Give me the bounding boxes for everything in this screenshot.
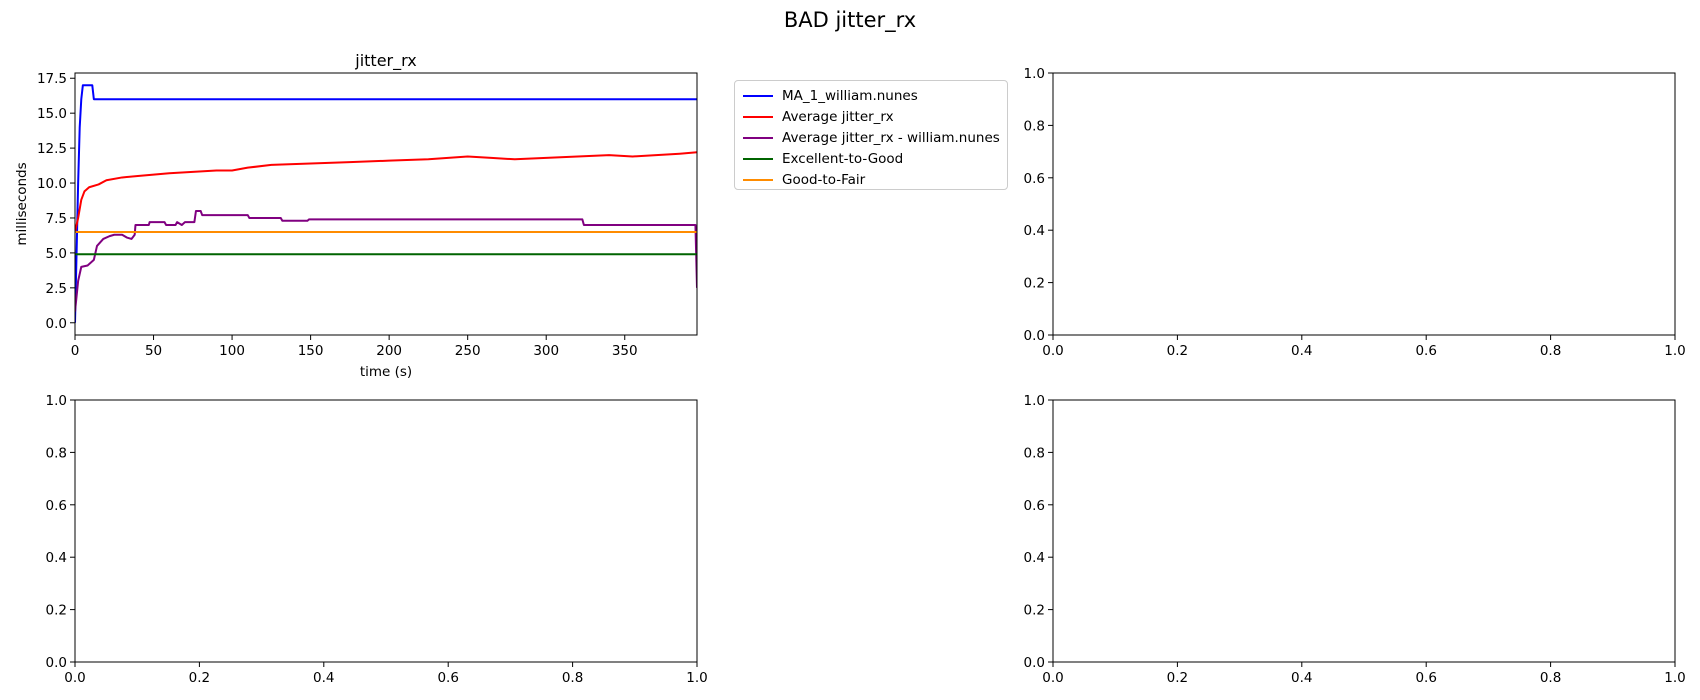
legend-label: MA_1_william.nunes <box>782 87 918 104</box>
y-axis-label: milliseconds <box>14 162 30 245</box>
x-tick-label: 350 <box>612 343 638 359</box>
legend-swatch <box>743 94 773 97</box>
legend-entry: Average jitter_rx - william.nunes <box>741 127 1007 148</box>
legend-label: Average jitter_rx - william.nunes <box>782 129 1000 146</box>
y-tick-label: 17.5 <box>37 71 67 87</box>
x-tick-label: 1.0 <box>1664 343 1685 359</box>
x-tick-label: 0 <box>71 343 80 359</box>
y-tick-label: 0.2 <box>1024 276 1045 292</box>
y-tick-label: 1.0 <box>1024 393 1045 409</box>
y-tick-label: 0.4 <box>1024 550 1045 566</box>
y-tick-label: 0.6 <box>1024 498 1045 514</box>
series-line-2 <box>75 151 697 233</box>
y-tick-label: 10.0 <box>37 176 67 192</box>
x-tick-label: 0.6 <box>437 670 458 686</box>
x-tick-label: 0.4 <box>1291 343 1312 359</box>
y-tick-label: 0.0 <box>1024 655 1045 671</box>
y-tick-label: 0.0 <box>46 316 67 332</box>
legend-entry: MA_1_william.nunes <box>741 85 1007 106</box>
x-tick-label: 300 <box>533 343 559 359</box>
x-tick-label: 0.4 <box>313 670 334 686</box>
y-tick-label: 1.0 <box>1024 66 1045 82</box>
x-tick-label: 250 <box>455 343 481 359</box>
x-tick-label: 0.6 <box>1415 343 1436 359</box>
y-tick-label: 0.6 <box>1024 171 1045 187</box>
x-tick-label: 0.8 <box>1540 343 1561 359</box>
y-tick-label: 12.5 <box>37 141 67 157</box>
x-tick-label: 0.2 <box>189 670 210 686</box>
subplot-2: 0.0 0.2 0.4 0.6 0.8 1.0 0.0 0.2 0.4 0.6 0.8 1.0 <box>1024 66 1686 359</box>
axes-frame <box>74 399 698 663</box>
legend-swatch <box>743 136 773 139</box>
x-tick-label: 0.8 <box>562 670 583 686</box>
y-tick-label: 0.8 <box>1024 118 1045 134</box>
x-tick-label: 100 <box>219 343 245 359</box>
legend-entry: Excellent-to-Good <box>741 148 1007 169</box>
axes-frame <box>1052 399 1676 663</box>
x-tick-label: 150 <box>298 343 324 359</box>
legend-swatch <box>743 178 773 181</box>
legend-label: Average jitter_rx <box>782 108 894 125</box>
x-tick-label: 0.0 <box>1042 670 1063 686</box>
y-tick-label: 0.8 <box>1024 445 1045 461</box>
x-tick-label: 0.2 <box>1167 343 1188 359</box>
y-tick-label: 5.0 <box>46 246 67 262</box>
y-tick-label: 1.0 <box>46 393 67 409</box>
y-tick-label: 0.2 <box>46 603 67 619</box>
legend-label: Good-to-Fair <box>782 171 866 188</box>
y-tick-label: 0.8 <box>46 445 67 461</box>
figure-title: BAD jitter_rx <box>783 8 917 32</box>
x-tick-label: 0.4 <box>1291 670 1312 686</box>
x-tick-label: 0.2 <box>1167 670 1188 686</box>
subplot-3: 0.0 0.2 0.4 0.6 0.8 1.0 0.0 0.2 0.4 0.6 0.8 1.0 <box>46 393 708 686</box>
x-tick-label: 0.0 <box>64 670 85 686</box>
legend-label: Excellent-to-Good <box>782 150 904 167</box>
y-tick-label: 7.5 <box>46 211 67 227</box>
subplot-1: 0 50 100 150 200 250 300 350 0.0 2.5 5.0 7.5 10.0 12.… <box>14 51 698 380</box>
y-tick-label: 0.4 <box>46 550 67 566</box>
series-line-3 <box>75 209 697 312</box>
x-tick-label: 0.6 <box>1415 670 1436 686</box>
x-tick-label: 1.0 <box>686 670 707 686</box>
y-tick-label: 2.5 <box>46 281 67 297</box>
y-tick-label: 0.4 <box>1024 223 1045 239</box>
subplot-4: 0.0 0.2 0.4 0.6 0.8 1.0 0.0 0.2 0.4 0.6 0.8 1.0 <box>1024 393 1686 686</box>
x-tick-label: 0.0 <box>1042 343 1063 359</box>
legend-entry: Good-to-Fair <box>741 169 1007 190</box>
y-tick-label: 15.0 <box>37 106 67 122</box>
legend-swatch <box>743 157 773 160</box>
x-tick-label: 1.0 <box>1664 670 1685 686</box>
subplot-title: jitter_rx <box>354 51 416 71</box>
x-axis-label: time (s) <box>360 364 412 380</box>
axes-frame <box>1052 72 1676 336</box>
y-tick-label: 0.6 <box>46 498 67 514</box>
y-tick-label: 0.0 <box>1024 328 1045 344</box>
x-tick-label: 50 <box>145 343 162 359</box>
legend-entry: Average jitter_rx <box>741 106 1007 127</box>
chart-legend: MA_1_william.nunes Average jitter_rx Avera… <box>734 80 1008 190</box>
y-tick-label: 0.2 <box>1024 603 1045 619</box>
y-tick-label: 0.0 <box>46 655 67 671</box>
x-tick-label: 200 <box>376 343 402 359</box>
x-tick-label: 0.8 <box>1540 670 1561 686</box>
legend-swatch <box>743 115 773 118</box>
series-line-1 <box>75 84 697 323</box>
axes-frame <box>74 72 698 336</box>
